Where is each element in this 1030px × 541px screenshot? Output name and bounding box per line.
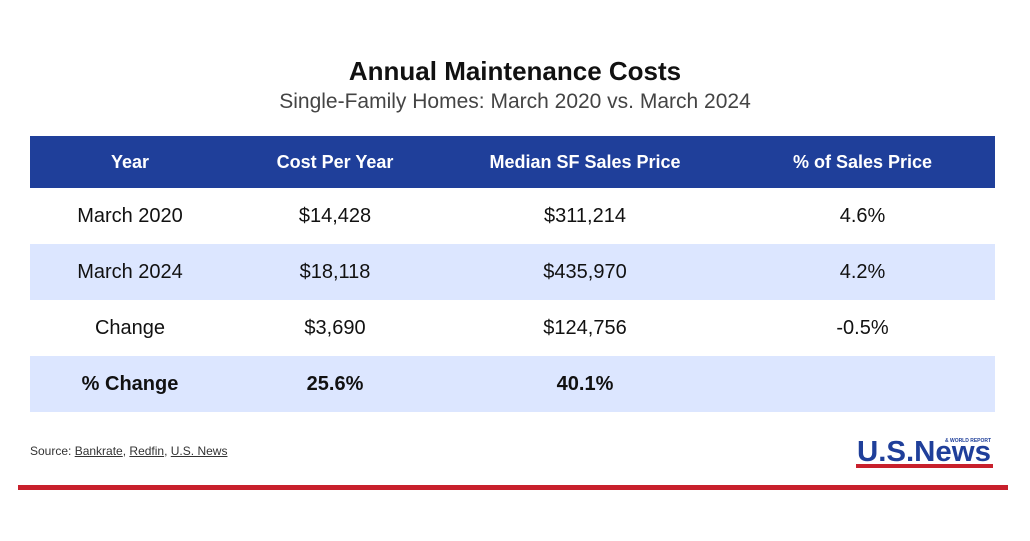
table-cell: March 2020 — [77, 204, 183, 227]
source-separator: , — [164, 444, 171, 458]
logo-wordmark: U.S.News — [857, 436, 991, 468]
table-row: % Change 25.6% 40.1% — [30, 356, 995, 412]
table-cell: -0.5% — [836, 316, 889, 339]
table-cell: $435,970 — [440, 244, 730, 300]
chart-title: Annual Maintenance Costs — [348, 56, 682, 86]
table-cell: $3,690 — [304, 316, 366, 339]
column-header-cost-per-year: Cost Per Year — [230, 136, 440, 188]
table-cell: 40.1% — [440, 356, 730, 412]
table-row: Change $3,690 $124,756 -0.5% — [30, 300, 995, 356]
column-header-median-sales-price: Median SF Sales Price — [440, 136, 730, 188]
table-cell: 25.6% — [230, 356, 440, 412]
table-cell: % Change — [30, 356, 230, 412]
chart-subtitle: Single-Family Homes: March 2020 vs. Marc… — [279, 90, 751, 113]
source-note: Source: Bankrate, Redfin, U.S. News — [30, 444, 227, 458]
table-row: March 2024 $18,118 $435,970 4.2% — [30, 244, 995, 300]
source-separator: , — [122, 444, 130, 458]
table-cell: $18,118 — [230, 244, 440, 300]
source-link-bankrate[interactable]: Bankrate — [74, 444, 123, 458]
source-link-usnews[interactable]: U.S. News — [170, 444, 228, 458]
table-cell: 4.2% — [730, 244, 995, 300]
source-link-redfin[interactable]: Redfin — [129, 444, 165, 458]
column-header-percent-of-sales-price: % of Sales Price — [730, 136, 995, 188]
us-news-logo: U.S.News & WORLD REPORT — [856, 436, 993, 468]
table-row: March 2020 $14,428 $311,214 4.6% — [30, 188, 995, 244]
table-cell: $124,756 — [543, 316, 627, 339]
table-cell: March 2024 — [30, 244, 230, 300]
column-header-year: Year — [30, 136, 230, 188]
table-header-row: Year Cost Per Year Median SF Sales Price… — [30, 136, 995, 188]
table-cell: $14,428 — [298, 204, 372, 227]
logo-red-bar — [856, 464, 993, 468]
table-cell — [730, 356, 995, 412]
logo-tagline: & WORLD REPORT — [945, 438, 991, 444]
source-prefix: Source: — [30, 444, 75, 458]
table-cell: Change — [94, 316, 166, 339]
footer-accent-line — [18, 485, 1008, 490]
table-cell: $311,214 — [544, 204, 626, 227]
table-cell: 4.6% — [839, 204, 886, 227]
data-table: Year Cost Per Year Median SF Sales Price… — [30, 136, 995, 412]
